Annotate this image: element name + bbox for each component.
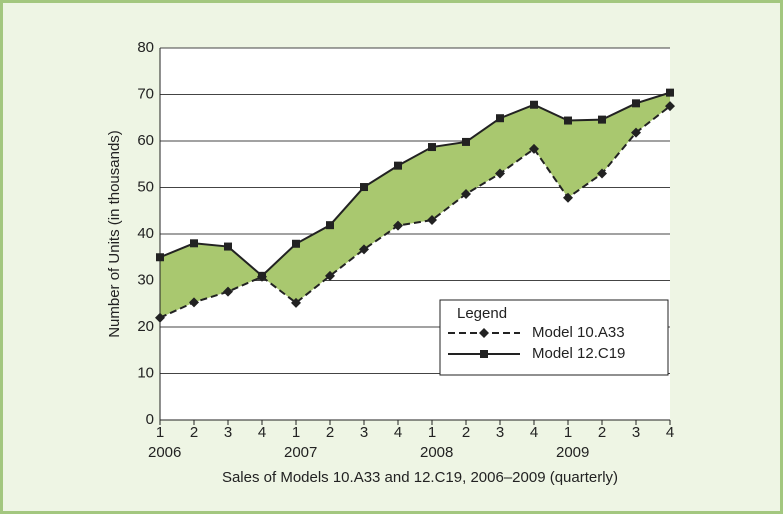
y-tick-label: 40	[137, 225, 154, 242]
legend-label: Model 12.C19	[532, 345, 625, 362]
year-label: 2006	[148, 444, 181, 461]
marker	[223, 286, 233, 297]
marker	[479, 328, 489, 338]
y-tick-label: 70	[137, 85, 154, 102]
x-tick-label: 1	[156, 424, 164, 441]
legend-label: Model 10.A33	[532, 324, 625, 341]
marker	[156, 253, 164, 262]
y-axis-label: Number of Units (in thousands)	[106, 130, 123, 338]
series-line	[159, 91, 671, 278]
marker	[529, 143, 539, 154]
marker	[394, 161, 402, 170]
marker	[292, 239, 300, 248]
y-tick-label: 60	[137, 132, 154, 149]
marker	[189, 297, 199, 308]
year-label: 2007	[284, 444, 317, 461]
x-tick-label: 4	[666, 424, 674, 441]
x-tick-label: 1	[564, 424, 572, 441]
x-tick-label: 3	[224, 424, 232, 441]
x-tick-label: 4	[530, 424, 538, 441]
marker	[461, 189, 471, 200]
y-tick-label: 10	[137, 364, 154, 381]
marker	[393, 220, 403, 231]
marker	[666, 88, 674, 97]
x-tick-label: 3	[360, 424, 368, 441]
marker	[224, 242, 232, 251]
marker	[530, 100, 538, 109]
marker	[564, 116, 572, 125]
y-tick-label: 20	[137, 318, 154, 335]
x-tick-label: 1	[292, 424, 300, 441]
marker	[598, 115, 606, 124]
marker	[190, 239, 198, 248]
y-tick-label: 0	[146, 411, 154, 428]
x-tick-label: 2	[190, 424, 198, 441]
x-tick-label: 4	[258, 424, 266, 441]
y-tick-label: 30	[137, 271, 154, 288]
marker	[665, 101, 675, 112]
marker	[359, 244, 369, 255]
x-tick-label: 1	[428, 424, 436, 441]
marker	[495, 168, 505, 179]
x-tick-label: 2	[598, 424, 606, 441]
legend-title: Legend	[457, 305, 507, 322]
marker	[631, 127, 641, 138]
x-axis-label: Sales of Models 10.A33 and 12.C19, 2006–…	[222, 469, 618, 486]
legend-box	[439, 299, 669, 376]
y-tick-label: 50	[137, 178, 154, 195]
marker	[632, 99, 640, 108]
y-tick-label: 80	[137, 39, 154, 56]
series-line	[159, 105, 671, 319]
x-tick-label: 2	[326, 424, 334, 441]
marker	[427, 215, 437, 226]
marker	[480, 350, 488, 358]
marker	[325, 270, 335, 281]
marker	[563, 192, 573, 203]
x-tick-label: 3	[496, 424, 504, 441]
x-tick-label: 4	[394, 424, 402, 441]
marker	[597, 168, 607, 179]
x-tick-label: 2	[462, 424, 470, 441]
marker	[155, 312, 165, 323]
marker	[291, 297, 301, 308]
area-between	[160, 92, 670, 318]
x-tick-label: 3	[632, 424, 640, 441]
marker	[258, 271, 266, 280]
marker	[428, 143, 436, 152]
year-label: 2008	[420, 444, 453, 461]
marker	[496, 114, 504, 123]
year-label: 2009	[556, 444, 589, 461]
marker	[326, 221, 334, 230]
marker	[462, 137, 470, 146]
marker	[360, 183, 368, 192]
